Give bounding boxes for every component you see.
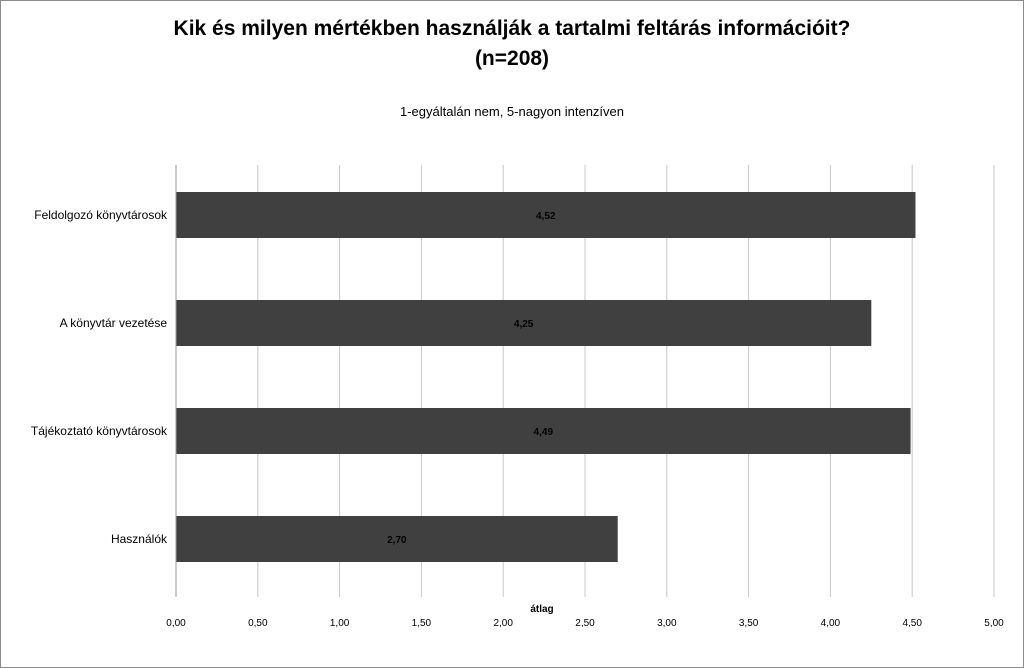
chart-subtitle: 1-egyáltalán nem, 5-nagyon intenzíven (399, 104, 625, 119)
bar (176, 192, 916, 238)
data-label: 4,25 (514, 319, 534, 330)
category-label: Feldolgozó könyvtárosok (34, 208, 168, 222)
x-tick-label: 3,00 (657, 618, 677, 629)
category-label: Tájékoztató könyvtárosok (31, 424, 168, 438)
bar (176, 516, 618, 562)
x-tick-label: 2,50 (575, 618, 595, 629)
bar (176, 300, 872, 346)
category-label: Használók (111, 532, 168, 546)
x-tick-label: 2,00 (493, 618, 513, 629)
x-tick-label: 1,50 (412, 618, 432, 629)
bar (176, 408, 911, 454)
x-tick-label: 4,50 (902, 618, 922, 629)
x-tick-label: 5,00 (984, 618, 1004, 629)
x-tick-label: 0,00 (166, 618, 186, 629)
chart-title-line2: (n=208) (474, 47, 550, 70)
x-axis-label: átlag (530, 604, 553, 615)
data-label: 4,49 (534, 427, 554, 438)
category-label: A könyvtár vezetése (60, 316, 168, 330)
chart-title-line1: Kik és milyen mértékben használják a tar… (173, 17, 851, 40)
x-tick-label: 1,00 (330, 618, 350, 629)
data-label: 4,52 (536, 211, 556, 222)
x-tick-label: 0,50 (248, 618, 268, 629)
data-label: 2,70 (387, 535, 407, 546)
chart-title: Kik és milyen mértékben használják a tar… (0, 14, 1024, 74)
x-tick-label: 3,50 (739, 618, 759, 629)
x-tick-label: 4,00 (821, 618, 841, 629)
